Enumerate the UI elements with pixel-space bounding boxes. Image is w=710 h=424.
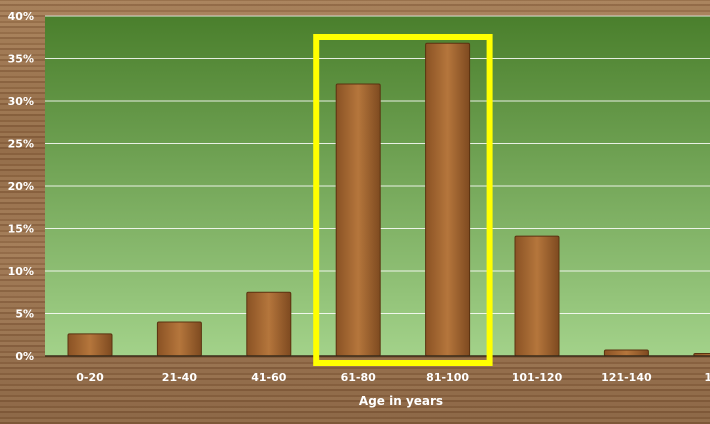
x-tick-label: 121-140 (601, 371, 652, 384)
x-tick-label: 81-100 (426, 371, 469, 384)
bar-121-140 (603, 349, 649, 357)
y-tick-label: 10% (8, 265, 34, 278)
y-tick-labels: 0% 5% 10% 15% 20% 25% 30% 35% 40% (8, 10, 34, 363)
y-tick-label: 35% (8, 53, 34, 66)
y-tick-label: 30% (8, 95, 34, 108)
y-tick-label: 5% (15, 308, 34, 321)
x-axis-title: Age in years (359, 394, 443, 408)
bar-81-100 (425, 42, 471, 357)
x-tick-label: 0-20 (76, 371, 104, 384)
y-tick-label: 40% (8, 10, 34, 23)
bar-0-20 (67, 333, 113, 357)
x-tick-labels: 0-20 21-40 41-60 61-80 81-100 101-120 121-140 1… (76, 371, 710, 384)
x-tick-label: 21-40 (162, 371, 198, 384)
y-tick-label: 15% (8, 223, 34, 236)
x-tick-label: 101-120 (512, 371, 563, 384)
x-tick-label: 141 (704, 371, 710, 384)
y-tick-label: 20% (8, 180, 34, 193)
highlight-box (313, 34, 493, 366)
bar-41-60 (246, 291, 292, 357)
bar-101-120 (514, 235, 560, 357)
x-tick-label: 61-80 (341, 371, 377, 384)
bar-21-40 (156, 321, 202, 357)
y-tick-label: 0% (15, 350, 34, 363)
bar-61-80 (335, 83, 381, 357)
x-tick-label: 41-60 (251, 371, 287, 384)
y-tick-label: 25% (8, 138, 34, 151)
